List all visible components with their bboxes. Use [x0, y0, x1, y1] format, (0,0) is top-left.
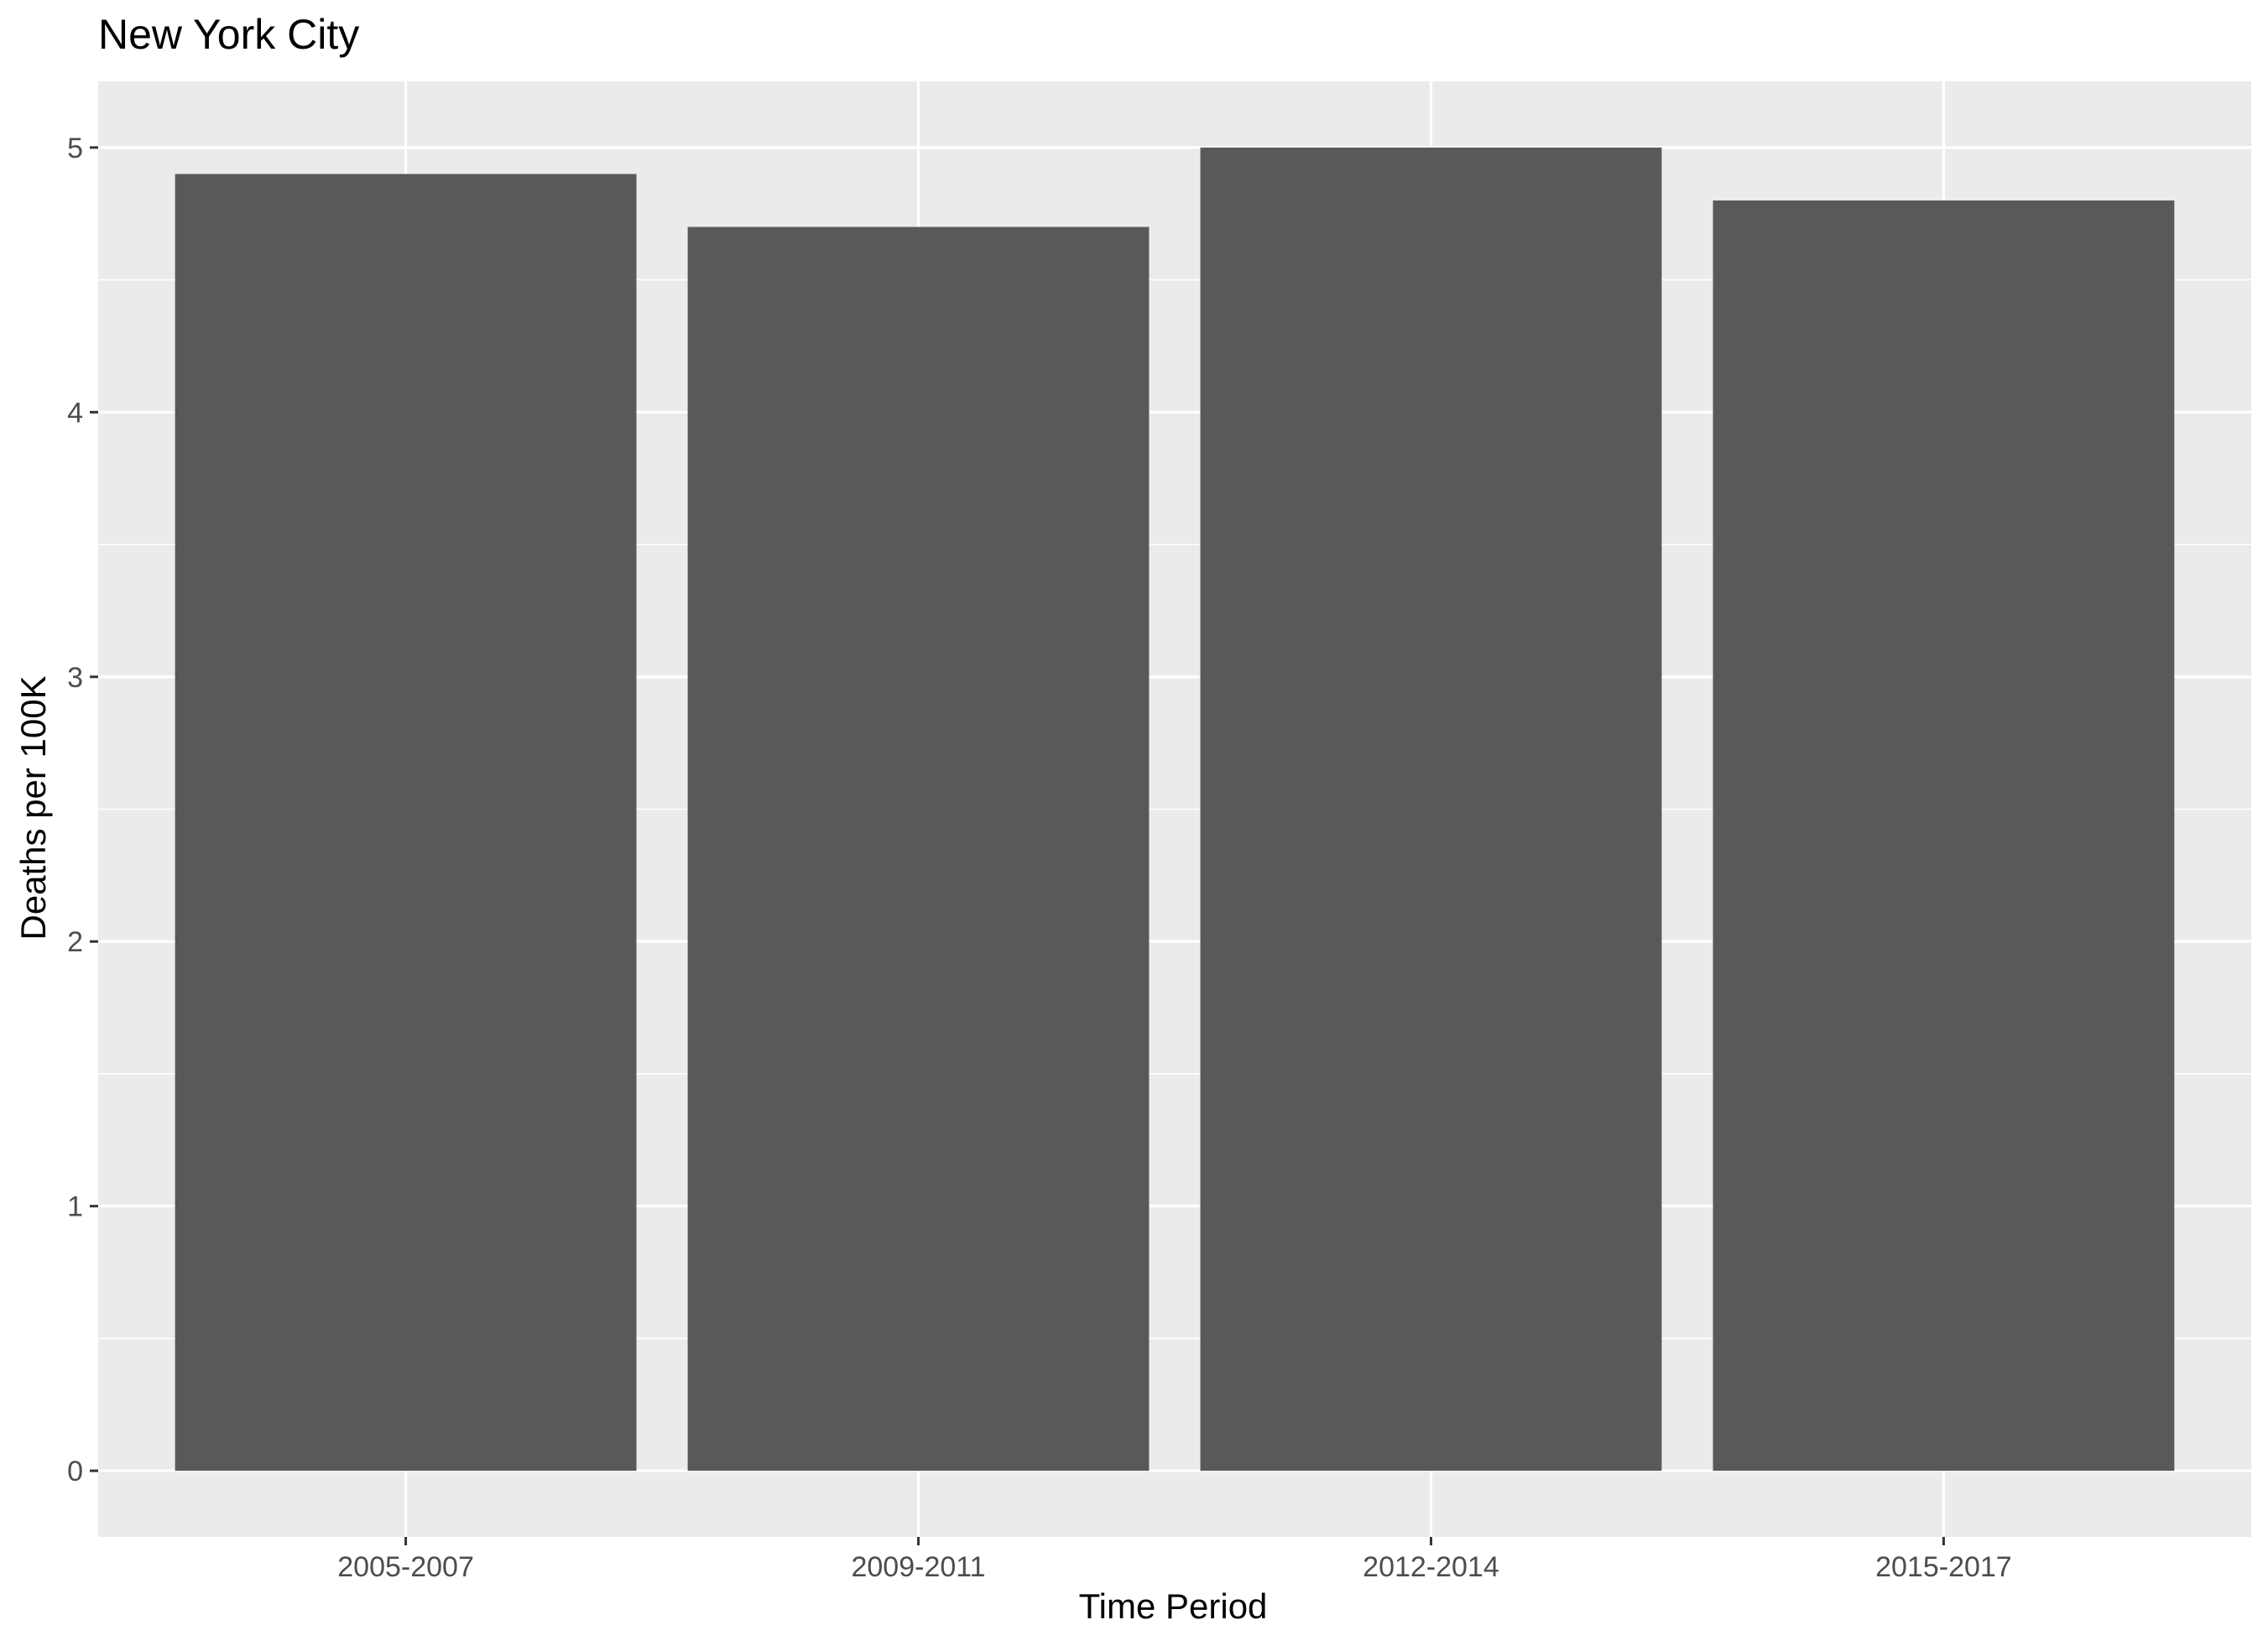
y-tick-label: 0	[67, 1456, 83, 1487]
bar	[175, 174, 637, 1472]
x-tick-label: 2015-2017	[1875, 1551, 2012, 1583]
bar	[1200, 147, 1662, 1472]
y-tick-label: 5	[67, 133, 83, 164]
x-tick-label: 2005-2007	[337, 1551, 474, 1583]
x-axis-title: Time Period	[1079, 1586, 1268, 1626]
x-tick-label: 2009-2011	[851, 1551, 985, 1583]
bar	[687, 227, 1150, 1472]
x-axis: 2005-2007 2009-2011 2012-2014 2015-2017	[337, 1537, 2012, 1583]
y-tick-label: 4	[67, 397, 83, 429]
y-tick-label: 1	[67, 1191, 83, 1223]
y-axis-title: Deaths per 100K	[13, 675, 53, 940]
x-tick-label: 2012-2014	[1363, 1551, 1499, 1583]
bars	[175, 147, 2175, 1472]
chart-title: New York City	[98, 11, 359, 58]
y-tick-label: 2	[67, 926, 83, 958]
bar	[1713, 200, 2175, 1472]
y-tick-label: 3	[67, 662, 83, 694]
y-axis: 0 1 2 3 4 5	[67, 133, 98, 1487]
